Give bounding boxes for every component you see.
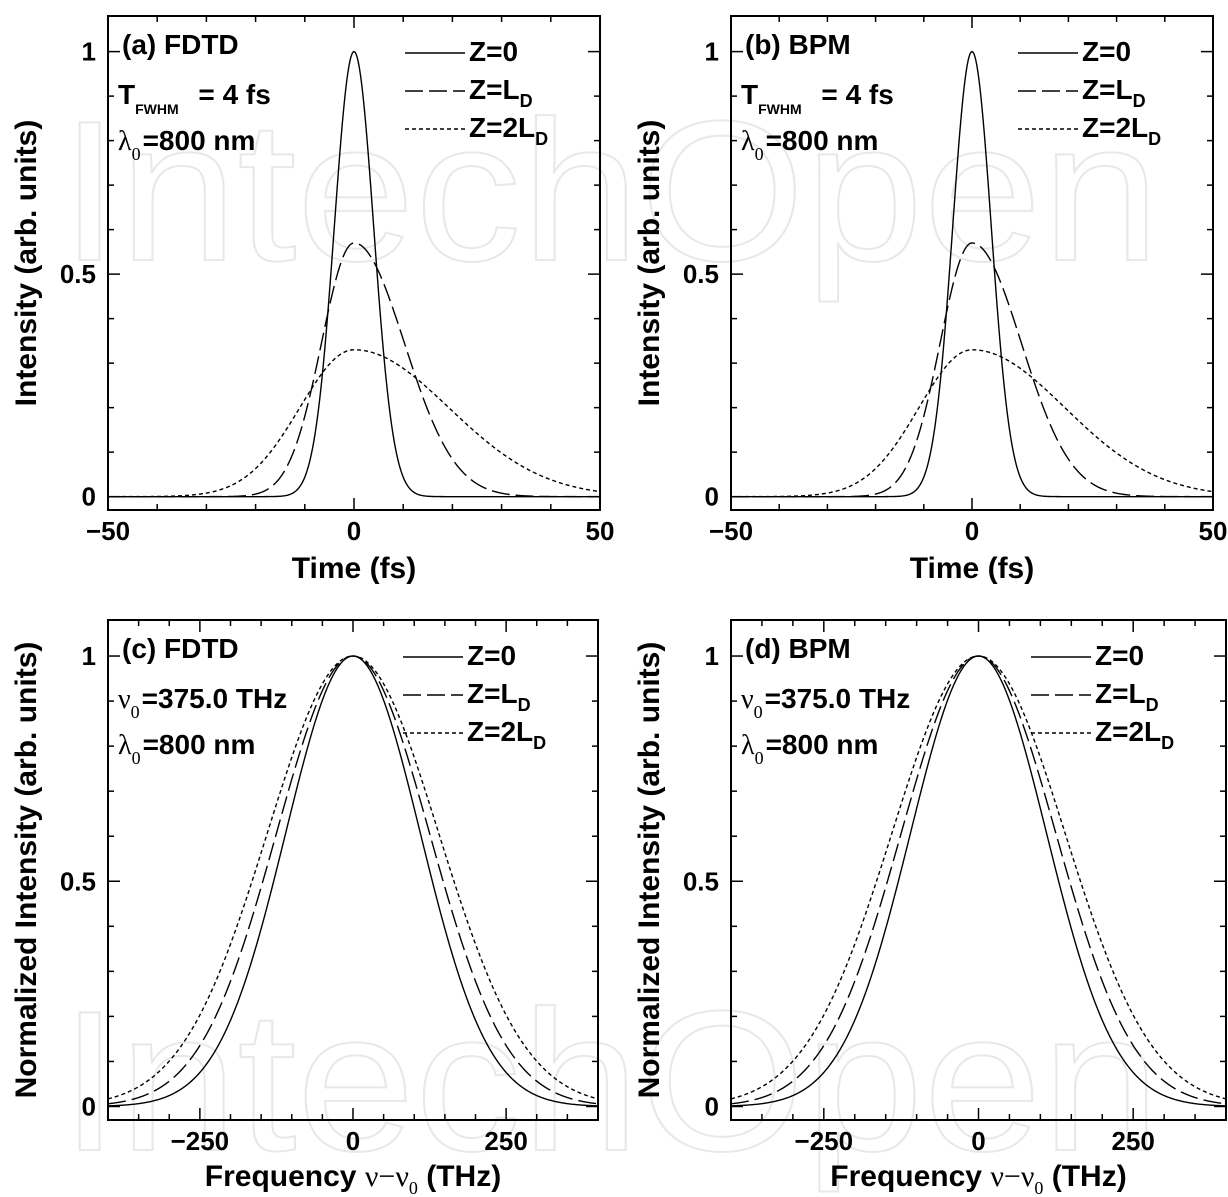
y-tick-label: 1 — [82, 37, 96, 67]
x-tick-label: 0 — [971, 1126, 985, 1156]
x-tick-label: 50 — [586, 516, 615, 546]
x-tick-label: 250 — [1111, 1126, 1154, 1156]
y-tick-label: 0 — [705, 482, 719, 512]
legend-label-1: Z=0 — [1082, 36, 1131, 67]
y-axis-label: Normalized Intensity (arb. units) — [10, 642, 43, 1099]
x-axis-label: Time (fs) — [910, 552, 1034, 585]
y-tick-label: 1 — [705, 37, 719, 67]
x-tick-label: 250 — [484, 1126, 527, 1156]
y-tick-label: 0.5 — [60, 866, 96, 896]
series-line-3 — [108, 350, 600, 497]
x-axis-label: Frequency ν−ν0 (THz) — [830, 1160, 1126, 1197]
x-axis-label: Time (fs) — [292, 552, 416, 585]
x-tick-label: −250 — [795, 1126, 854, 1156]
y-tick-label: 0.5 — [683, 259, 719, 289]
x-tick-label: 0 — [347, 516, 361, 546]
y-tick-label: 0 — [705, 1091, 719, 1121]
x-tick-label: 50 — [1199, 516, 1228, 546]
y-tick-label: 0.5 — [60, 259, 96, 289]
x-tick-label: 0 — [965, 516, 979, 546]
panel-title: (c) FDTD — [122, 633, 239, 664]
x-axis-label: Frequency ν−ν0 (THz) — [205, 1160, 501, 1197]
series-line-3 — [731, 350, 1213, 497]
y-axis-label: Intensity (arb. units) — [10, 120, 43, 407]
y-axis-label: Intensity (arb. units) — [633, 120, 666, 407]
annotation-2: λ0=800 nm — [741, 729, 878, 768]
x-tick-label: −50 — [709, 516, 753, 546]
annotation-2: λ0=800 nm — [118, 729, 255, 768]
x-tick-label: 0 — [346, 1126, 360, 1156]
x-tick-label: −50 — [86, 516, 130, 546]
legend-label-1: Z=0 — [1095, 640, 1144, 671]
y-tick-label: 1 — [705, 641, 719, 671]
panel-title: (b) BPM — [745, 29, 851, 60]
legend-label-2: Z=LD — [1095, 678, 1159, 715]
legend-label-2: Z=LD — [467, 678, 531, 715]
legend-label-3: Z=2LD — [467, 716, 546, 753]
y-axis-label: Normalized Intensity (arb. units) — [633, 642, 666, 1099]
y-tick-label: 0 — [82, 482, 96, 512]
annotation-1: ν0=375.0 THz — [741, 683, 910, 722]
legend-label-1: Z=0 — [467, 640, 516, 671]
y-tick-label: 0 — [82, 1091, 96, 1121]
panel-title: (a) FDTD — [122, 29, 239, 60]
annotation-1: ν0=375.0 THz — [118, 683, 287, 722]
legend-label-1: Z=0 — [469, 36, 518, 67]
panel-title: (d) BPM — [745, 633, 851, 664]
legend-label-3: Z=2LD — [1095, 716, 1174, 753]
y-tick-label: 1 — [82, 641, 96, 671]
x-tick-label: −250 — [171, 1126, 230, 1156]
y-tick-label: 0.5 — [683, 866, 719, 896]
